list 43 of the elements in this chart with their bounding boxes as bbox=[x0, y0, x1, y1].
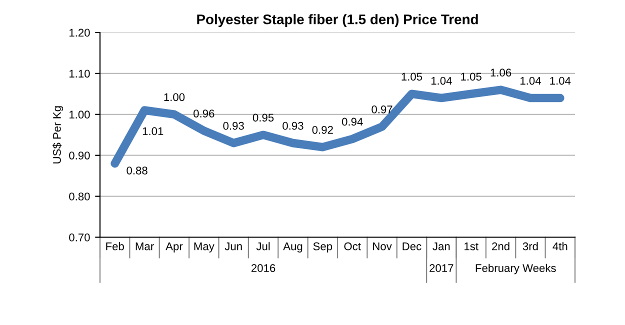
x-tick-label: Jul bbox=[256, 242, 270, 250]
data-label: 0.93 bbox=[223, 122, 244, 130]
y-axis-title: US$ Per Kg bbox=[52, 106, 64, 164]
x-tick-label: Jun bbox=[224, 242, 242, 250]
data-label: 1.06 bbox=[490, 68, 512, 77]
text: 2016 bbox=[251, 264, 276, 272]
text: 2017 bbox=[430, 264, 454, 272]
x-tick-label: Nov bbox=[373, 242, 392, 250]
data-label: 1.04 bbox=[520, 76, 541, 85]
x-tick-label: 1st bbox=[464, 242, 478, 250]
x-tick-label: 2nd bbox=[492, 242, 510, 250]
data-label: 1.04 bbox=[550, 76, 571, 85]
data-label: 1.01 bbox=[142, 127, 164, 136]
x-tick-label: Mar bbox=[136, 242, 154, 250]
x-tick-label: Jan bbox=[432, 242, 450, 250]
x-tick-label: Dec bbox=[402, 242, 422, 250]
y-tick-label: 0.70 bbox=[69, 234, 90, 242]
data-label: 0.96 bbox=[194, 110, 214, 118]
x-tick-label: May bbox=[194, 242, 214, 252]
data-label: 0.93 bbox=[282, 122, 304, 130]
y-tick-label: 1.10 bbox=[70, 70, 90, 78]
x-tick-label: 4th bbox=[552, 242, 568, 250]
data-label: 1.05 bbox=[402, 72, 422, 81]
y-tick-label: 1.00 bbox=[70, 110, 90, 119]
y-tick-label: 0.80 bbox=[69, 192, 90, 200]
chart-title: Polyester Staple fiber (1.5 den) Price Trend bbox=[197, 14, 478, 28]
text: February Weeks bbox=[476, 264, 556, 274]
data-label: 1.00 bbox=[164, 93, 185, 102]
x-tick-label: Sep bbox=[313, 242, 332, 252]
data-label: 1.05 bbox=[461, 72, 482, 81]
x-tick-label: Feb bbox=[106, 242, 124, 250]
x-tick-label: Aug bbox=[283, 242, 302, 252]
data-label: 1.04 bbox=[431, 76, 452, 85]
x-tick-label: Apr bbox=[166, 242, 183, 252]
x-tick-label: Oct bbox=[344, 242, 361, 250]
data-label: 0.94 bbox=[342, 118, 363, 126]
data-label: 0.88 bbox=[126, 166, 148, 174]
data-label: 0.92 bbox=[312, 126, 333, 134]
y-tick-label: 0.90 bbox=[69, 152, 90, 160]
data-label: 0.97 bbox=[372, 106, 392, 114]
y-tick-label: 1.20 bbox=[70, 28, 90, 37]
data-label: 0.95 bbox=[252, 114, 274, 122]
x-tick-label: 3rd bbox=[522, 242, 538, 250]
